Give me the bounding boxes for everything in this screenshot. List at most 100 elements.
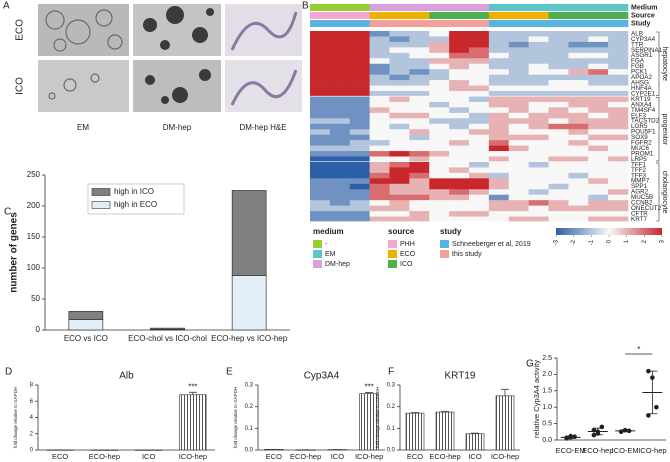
heatmap-cell xyxy=(548,140,569,146)
heatmap-cell xyxy=(329,129,351,135)
heatmap-cell xyxy=(409,101,430,108)
heatmap-cell xyxy=(310,183,331,190)
heatmap-cell xyxy=(469,172,490,179)
heatmap-cell xyxy=(548,205,569,212)
heatmap-cell xyxy=(449,145,470,152)
heatmap-cell xyxy=(389,118,410,125)
heatmap-cell xyxy=(588,172,609,179)
group-bracket xyxy=(656,162,660,222)
heatmap-cell xyxy=(449,85,470,92)
heatmap-cell xyxy=(588,36,609,43)
heatmap-cell xyxy=(349,36,370,43)
heatmap-cell xyxy=(310,91,331,97)
heatmap-cell xyxy=(369,47,390,54)
heatmap-cell xyxy=(528,63,549,70)
heatmap-cell xyxy=(329,112,351,119)
heatmap-cell xyxy=(349,172,370,179)
heatmap-cell xyxy=(389,63,410,70)
heatmap-cell xyxy=(349,85,370,92)
heatmap-cell xyxy=(608,145,629,152)
heatmap-cell xyxy=(588,63,609,70)
heatmap-cell xyxy=(310,63,331,70)
y-tick-label: 0 xyxy=(30,448,34,454)
heatmap-cell xyxy=(429,194,450,201)
heatmap-cell xyxy=(329,145,351,152)
heatmap-cell xyxy=(508,74,529,81)
bar xyxy=(495,395,515,451)
heatmap-cell xyxy=(469,145,490,152)
heatmap-cell xyxy=(329,80,351,86)
x-tick-label: ECO-hep vs ICO-hep xyxy=(211,334,288,343)
legend-swatch xyxy=(388,240,397,248)
annotation-header: Study xyxy=(631,20,651,27)
heatmap-cell xyxy=(588,80,609,86)
heatmap-cell xyxy=(508,63,529,70)
heatmap-cell xyxy=(608,85,629,92)
heatmap-cell xyxy=(508,123,529,130)
heatmap-cell xyxy=(349,156,370,163)
gene-label: ANXA4 xyxy=(631,101,652,108)
annotation-cell xyxy=(449,4,470,11)
heatmap-cell xyxy=(608,189,629,196)
group-bracket xyxy=(656,31,660,96)
heatmap-cell xyxy=(409,183,430,190)
heatmap-cell xyxy=(389,189,410,196)
heatmap-cell xyxy=(449,123,470,130)
heatmap-cell xyxy=(548,85,569,92)
y-tick-label: 0.1 xyxy=(245,426,254,432)
heatmap-cell xyxy=(429,205,450,212)
group-label: hepatocyte xyxy=(661,47,668,81)
annotation-cell xyxy=(429,4,450,11)
heatmap-cell xyxy=(369,74,390,81)
chart-title: Cyp3A4 xyxy=(304,371,340,382)
heatmap-cell xyxy=(548,41,569,48)
heatmap-cell xyxy=(389,91,410,97)
heatmap-cell xyxy=(449,58,470,65)
heatmap-cell xyxy=(409,161,430,168)
heatmap-cell xyxy=(329,52,351,59)
heatmap-cell xyxy=(389,211,410,217)
heatmap-cell xyxy=(449,140,470,146)
x-tick-label: ICO-hep xyxy=(355,452,383,461)
error-bar xyxy=(188,391,197,395)
data-point xyxy=(650,375,655,380)
heatmap-cell xyxy=(310,112,331,119)
annotation-cell xyxy=(568,4,589,11)
bar xyxy=(179,394,207,451)
heatmap-cell xyxy=(469,167,490,174)
y-tick-label: 4 xyxy=(30,415,34,421)
heatmap-cell xyxy=(329,58,351,65)
heatmap-cell xyxy=(528,156,549,163)
heatmap-cell xyxy=(429,101,450,108)
heatmap-cell xyxy=(528,36,549,43)
heatmap-cell xyxy=(329,41,351,48)
data-point xyxy=(568,433,573,439)
heatmap-cell xyxy=(310,189,331,196)
heatmap-cell xyxy=(369,140,390,146)
heatmap-cell xyxy=(469,194,490,201)
heatmap-cell xyxy=(528,145,549,152)
heatmap-cell xyxy=(508,189,529,196)
heatmap-cell xyxy=(508,96,529,103)
data-point xyxy=(646,413,651,418)
heatmap-cell xyxy=(389,145,410,152)
annotation-cell xyxy=(568,20,589,27)
gene-label: AHSG xyxy=(631,80,649,87)
heatmap-cell xyxy=(409,80,430,86)
heatmap-cell xyxy=(588,134,609,141)
annotation-cell xyxy=(389,12,410,19)
heatmap-cell xyxy=(568,156,589,163)
heatmap-cell xyxy=(548,178,569,185)
heatmap-cell xyxy=(568,96,589,103)
annotation-cell xyxy=(429,20,450,27)
heatmap-cell xyxy=(349,118,370,125)
heatmap-cell xyxy=(548,194,569,201)
heatmap-cell xyxy=(548,151,569,157)
heatmap-cell xyxy=(329,36,351,43)
heatmap-cell xyxy=(349,91,370,97)
heatmap-cell xyxy=(310,74,331,81)
annotation-cell xyxy=(508,20,529,27)
heatmap-cell xyxy=(588,189,609,196)
heatmap-cell xyxy=(369,31,390,37)
heatmap-cell xyxy=(608,69,629,75)
